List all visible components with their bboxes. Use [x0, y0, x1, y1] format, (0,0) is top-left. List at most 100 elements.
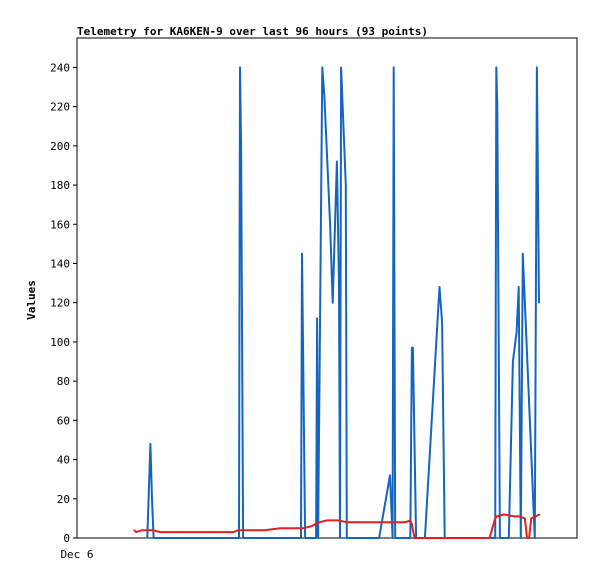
data-point [345, 184, 347, 186]
data-point [393, 521, 396, 524]
data-point [336, 519, 339, 522]
data-point [404, 521, 406, 524]
data-point [316, 317, 318, 320]
data-point [520, 537, 522, 539]
data-point [152, 537, 155, 539]
data-point [329, 223, 331, 226]
y-tick-label: 60 [57, 414, 70, 427]
data-point [211, 531, 214, 533]
data-point [528, 537, 530, 539]
data-point [522, 252, 524, 255]
data-point [378, 521, 380, 524]
data-point [456, 537, 459, 539]
series-layer [133, 66, 541, 539]
data-point [149, 443, 152, 445]
data-point [300, 537, 302, 539]
data-point [513, 515, 516, 518]
data-point [133, 529, 136, 531]
data-point [347, 521, 349, 524]
data-point [151, 529, 154, 531]
data-point [242, 537, 244, 539]
data-point [304, 537, 306, 539]
data-point [517, 286, 520, 288]
data-point [146, 537, 149, 539]
data-point [391, 537, 394, 539]
data-point [515, 331, 518, 333]
data-point [538, 513, 541, 516]
data-point [237, 529, 240, 531]
data-point [326, 519, 328, 522]
data-point [394, 537, 397, 539]
y-axis-label: Values [25, 280, 38, 320]
data-point [263, 529, 266, 531]
data-point [495, 66, 498, 69]
data-point [494, 517, 497, 520]
data-point [441, 321, 443, 324]
data-point [321, 66, 324, 69]
data-point [180, 531, 182, 533]
data-point [339, 537, 341, 539]
data-point [302, 527, 305, 529]
data-point [331, 301, 334, 304]
data-point [413, 537, 416, 539]
data-point [438, 286, 441, 288]
data-point [310, 525, 313, 527]
data-point [302, 341, 304, 343]
data-point [248, 529, 250, 531]
data-point [508, 537, 510, 539]
data-point [340, 66, 342, 69]
data-point [336, 160, 338, 163]
x-tick-label: Dec 6 [60, 548, 93, 561]
data-point [534, 537, 536, 539]
y-tick-label: 120 [50, 297, 70, 310]
y-tick-label: 100 [50, 336, 70, 349]
data-point [238, 537, 240, 539]
data-point [135, 531, 138, 533]
x-axis: Dec 6 [60, 548, 93, 561]
data-point [488, 537, 491, 539]
y-tick-label: 240 [50, 61, 70, 74]
data-point [392, 66, 395, 69]
data-point [486, 537, 489, 539]
data-point [362, 521, 365, 524]
y-tick-label: 80 [57, 375, 70, 388]
y-tick-label: 160 [50, 218, 70, 231]
data-point [536, 66, 538, 69]
series-line-1 [146, 66, 540, 539]
data-point [499, 537, 501, 539]
data-point [518, 515, 521, 518]
data-point [412, 347, 414, 349]
data-point [503, 513, 505, 516]
y-tick-label: 200 [50, 140, 70, 153]
data-point [409, 519, 412, 522]
data-point [148, 529, 150, 531]
y-axis: 0 20 40 60 80 100 120 140 160 180 200 220 240 [50, 61, 77, 545]
data-point [530, 517, 532, 520]
data-point [159, 531, 162, 533]
y-tick-label: 0 [63, 532, 70, 545]
data-point [240, 145, 242, 147]
data-point [496, 105, 499, 108]
y-tick-label: 180 [50, 179, 70, 192]
y-tick-label: 220 [50, 101, 70, 114]
data-point [323, 96, 326, 98]
y-tick-label: 20 [57, 493, 70, 506]
data-point [494, 537, 497, 539]
y-tick-label: 40 [57, 454, 70, 467]
data-point [411, 523, 413, 526]
data-point [389, 474, 391, 477]
y-tick-label: 140 [50, 257, 70, 270]
series-line-2 [133, 513, 540, 539]
data-point [409, 537, 412, 539]
data-point [524, 517, 526, 520]
data-point [239, 66, 241, 69]
chart-title: Telemetry for KA6KEN-9 over last 96 hour… [77, 25, 428, 38]
data-point [496, 515, 498, 518]
data-point [512, 360, 514, 363]
data-point [526, 537, 528, 539]
data-point [347, 537, 349, 539]
data-point [378, 537, 380, 539]
data-point [295, 527, 297, 529]
data-point [151, 498, 153, 500]
